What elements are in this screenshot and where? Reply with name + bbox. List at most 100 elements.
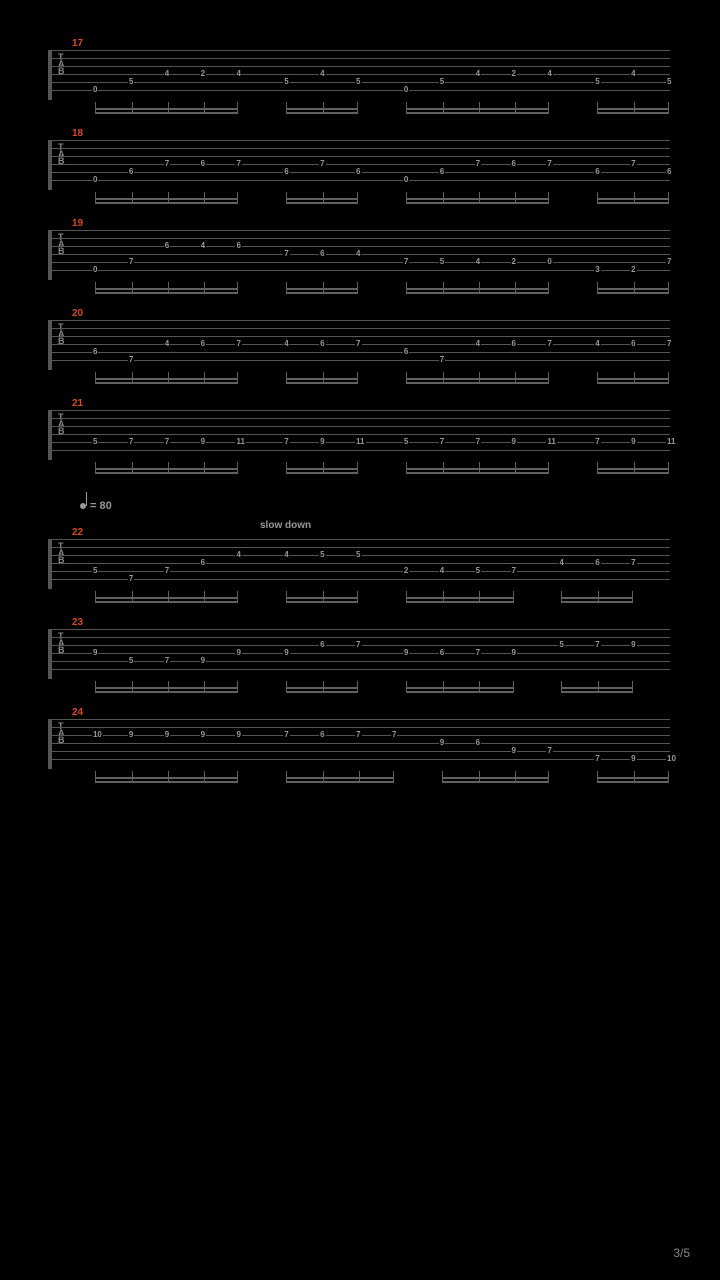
beam-group [406,192,550,204]
fret-number: 0 [546,258,552,266]
fret-number: 7 [630,160,636,168]
fret-number: 9 [235,649,241,657]
fret-number: 7 [546,747,552,755]
measure-number: 23 [72,617,83,628]
fret-number: 5 [439,78,445,86]
fret-number: 7 [594,438,600,446]
fret-number: 4 [630,70,636,78]
beam-group [95,372,239,384]
fret-number: 4 [164,340,170,348]
measure: 23TAB957999679679579 [50,629,670,679]
fret-number: 6 [200,340,206,348]
measure: 21TAB57791179115779117911 [50,410,670,460]
fret-number: 7 [164,567,170,575]
fret-number: 6 [355,168,361,176]
fret-number: 4 [558,559,564,567]
fret-number: 6 [511,160,517,168]
fret-number: 9 [128,731,134,739]
tempo-marking: = 80 slow down [50,500,670,531]
measure: 20TAB6746746767467467 [50,320,670,370]
fret-number: 7 [283,250,289,258]
beam-group [406,102,550,114]
fret-number: 7 [283,731,289,739]
fret-number: 4 [235,70,241,78]
fret-number: 4 [355,250,361,258]
fret-number: 9 [235,731,241,739]
fret-number: 7 [439,438,445,446]
fret-number: 4 [439,567,445,575]
fret-number: 2 [403,567,409,575]
fret-number: 2 [200,70,206,78]
fret-number: 6 [630,340,636,348]
beam-group [286,591,358,603]
fret-number: 6 [475,739,481,747]
fret-number: 9 [630,755,636,763]
fret-number: 9 [439,739,445,747]
fret-number: 4 [546,70,552,78]
fret-number: 7 [546,160,552,168]
fret-number: 6 [200,559,206,567]
fret-number: 2 [511,258,517,266]
fret-number: 7 [666,258,672,266]
beam-group [597,372,669,384]
fret-number: 7 [128,356,134,364]
beam-group [286,102,358,114]
fret-number: 9 [511,438,517,446]
fret-number: 0 [92,266,98,274]
fret-number: 9 [200,438,206,446]
beam-group [597,102,669,114]
tab-staff: TAB57791179115779117911 [50,410,670,460]
tab-staff: TAB0676767606767676 [50,140,670,190]
beam-group [597,771,669,783]
beam-group [597,462,669,474]
fret-number: 0 [403,176,409,184]
fret-number: 7 [164,160,170,168]
fret-number: 0 [403,86,409,94]
fret-number: 6 [283,168,289,176]
fret-number: 4 [235,551,241,559]
beam-group [286,462,358,474]
measure: 18TAB0676767606767676 [50,140,670,190]
beam-group [95,681,239,693]
fret-number: 3 [594,266,600,274]
fret-number: 7 [235,160,241,168]
beam-group [286,681,358,693]
fret-number: 6 [319,641,325,649]
fret-number: 5 [128,78,134,86]
fret-number: 4 [283,340,289,348]
fret-number: 7 [403,258,409,266]
fret-number: 5 [666,78,672,86]
fret-number: 7 [128,575,134,583]
fret-number: 7 [630,559,636,567]
beam-group [95,282,239,294]
beam-group [597,282,669,294]
beam-group [95,462,239,474]
tab-staff: TAB577644552457467 [50,539,670,589]
tab-staff: TAB0542454505424545 [50,50,670,100]
fret-number: 5 [594,78,600,86]
fret-number: 9 [630,438,636,446]
fret-number: 7 [439,356,445,364]
measure-number: 18 [72,128,83,139]
measure-number: 17 [72,38,83,49]
fret-number: 11 [546,438,556,446]
fret-number: 6 [128,168,134,176]
fret-number: 7 [666,340,672,348]
beam-group [597,192,669,204]
measure-number: 21 [72,398,83,409]
fret-number: 6 [403,348,409,356]
fret-number: 9 [511,747,517,755]
fret-number: 2 [511,70,517,78]
fret-number: 0 [92,86,98,94]
fret-number: 10 [92,731,103,739]
beam-group [406,282,550,294]
beam-group [95,192,239,204]
fret-number: 7 [235,340,241,348]
fret-number: 9 [200,731,206,739]
fret-number: 7 [475,438,481,446]
fret-number: 7 [475,649,481,657]
fret-number: 0 [92,176,98,184]
fret-number: 7 [355,340,361,348]
beam-group [95,771,239,783]
fret-number: 4 [283,551,289,559]
